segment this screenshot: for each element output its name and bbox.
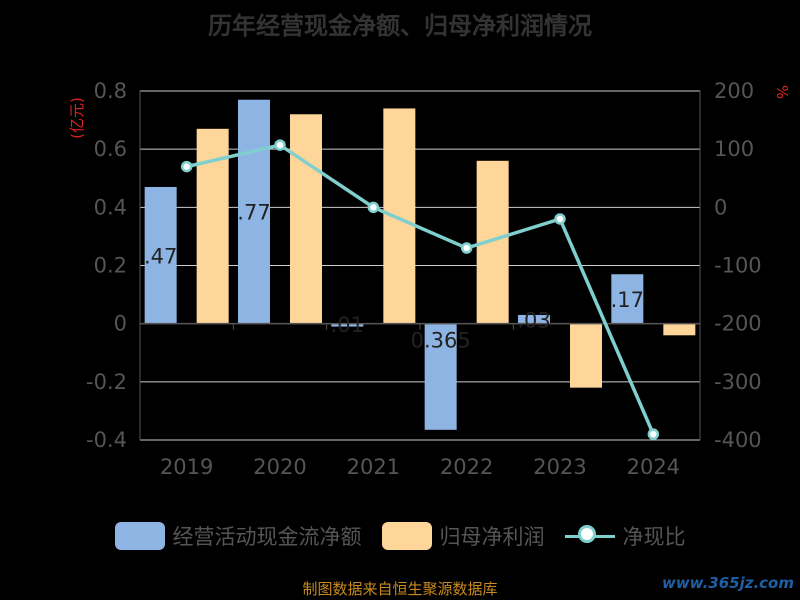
legend-line-marker-icon <box>564 522 615 550</box>
legend: 经营活动现金流净额 归母净利润 净现比 <box>0 519 800 553</box>
y-left-tick-label: 0.4 <box>94 195 127 219</box>
y-right-tick-label: -300 <box>714 370 762 394</box>
bar-net-profit-2021 <box>383 108 416 324</box>
data-label-cashflow: .17 <box>611 288 644 312</box>
x-tick-label: 2023 <box>533 455 586 479</box>
y-right-tick-label: 200 <box>714 79 754 103</box>
legend-label-cashflow: 经营活动现金流净额 <box>172 525 362 549</box>
y-right-tick-label: 100 <box>714 137 754 161</box>
y-right-axis-label: % <box>773 85 791 99</box>
y-right-tick-label: -400 <box>714 428 762 452</box>
bar-cashflow-2019 <box>144 186 177 324</box>
source-footer: 制图数据来自恒生聚源数据库 <box>302 580 498 598</box>
bar-cashflow-2020 <box>238 99 270 324</box>
data-label-cashflow: .03 <box>517 308 550 332</box>
y-left-tick-label: 0.2 <box>94 254 127 278</box>
data-label-cashflow: .01 <box>331 313 364 337</box>
legend-label-cash-ratio: 净现比 <box>622 525 686 549</box>
legend-item-cashflow[interactable]: 经营活动现金流净额 <box>114 521 362 551</box>
y-right-tick-label: -100 <box>714 254 762 278</box>
line-point-cash-ratio-2021 <box>367 201 380 214</box>
data-label-cashflow: 0.365 <box>411 329 471 353</box>
y-right-tick-label: -200 <box>714 312 762 336</box>
line-point-cash-ratio-2019 <box>180 160 193 173</box>
bar-net-profit-2023 <box>570 323 602 388</box>
y-left-tick-label: 0.6 <box>94 137 127 161</box>
watermark: www.365jz.com <box>661 574 794 592</box>
data-label-cashflow: .47 <box>144 244 177 268</box>
bar-net-profit-2020 <box>290 114 322 324</box>
legend-swatch-net-profit <box>381 522 432 550</box>
line-point-cash-ratio-2022 <box>460 242 473 254</box>
y-left-tick-label: 0.8 <box>94 79 127 103</box>
y-right-tick-label: 0 <box>714 195 727 219</box>
x-tick-label: 2022 <box>440 455 493 479</box>
bar-cashflow-2022 <box>424 323 457 430</box>
x-tick-label: 2024 <box>627 455 680 479</box>
chart-title: 历年经营现金净额、归母净利润情况 <box>208 12 592 40</box>
line-cash-ratio <box>186 143 655 435</box>
line-point-cash-ratio-2024 <box>647 428 660 440</box>
bar-cashflow-2023 <box>518 314 550 324</box>
legend-label-net-profit: 归母净利润 <box>439 525 545 549</box>
legend-item-cash-ratio[interactable]: 净现比 <box>564 521 686 551</box>
y-left-tick-label: -0.4 <box>86 428 127 452</box>
legend-item-net-profit[interactable]: 归母净利润 <box>381 521 545 551</box>
data-label-cashflow: .77 <box>237 201 270 225</box>
line-point-cash-ratio-2020 <box>274 139 286 151</box>
line-point-cash-ratio-2023 <box>554 213 566 225</box>
bar-cashflow-2024 <box>611 274 644 324</box>
bar-cashflow-2021 <box>331 323 364 327</box>
legend-swatch-cashflow <box>114 522 165 550</box>
x-tick-label: 2019 <box>160 455 213 479</box>
y-left-axis-label: (亿元) <box>68 97 86 139</box>
y-left-tick-label: -0.2 <box>86 370 127 394</box>
x-tick-label: 2021 <box>347 455 400 479</box>
bar-net-profit-2024 <box>663 323 696 336</box>
y-left-tick-label: 0 <box>114 312 127 336</box>
x-tick-label: 2020 <box>253 455 306 479</box>
